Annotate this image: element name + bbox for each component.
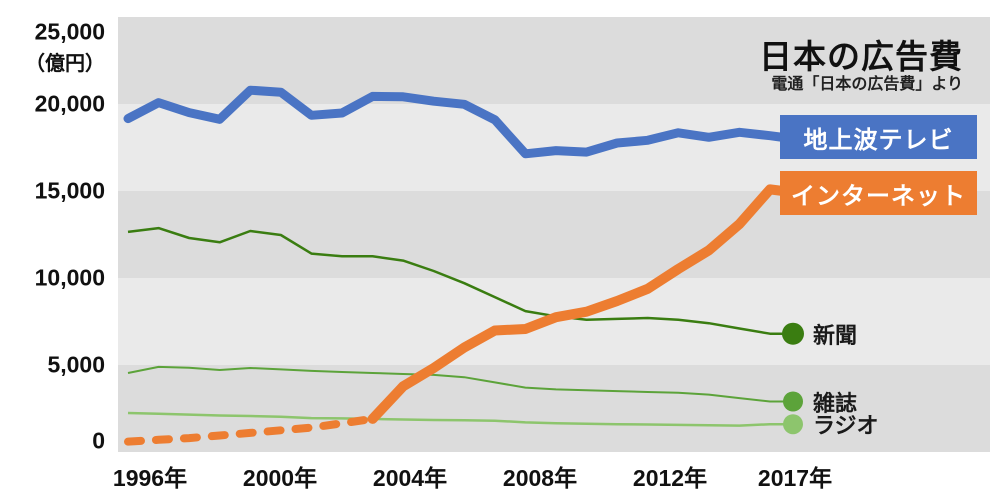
legend-newspaper-label: 新聞	[813, 323, 858, 348]
legend-internet-label: インターネット	[791, 182, 966, 210]
legend-tv-label: 地上波テレビ	[803, 126, 954, 154]
grid-band	[118, 365, 990, 452]
newspaper-line	[127, 226, 793, 335]
y-tick-label: 5,000	[47, 351, 105, 378]
legend-radio-label: ラジオ	[813, 413, 879, 438]
x-tick-label: 2004年	[372, 465, 448, 491]
internet-line-dashed	[124, 414, 377, 446]
magazine-line	[127, 365, 793, 403]
radio-line	[127, 411, 793, 427]
chart-title: 日本の広告費	[759, 38, 963, 75]
legend-tv-box: 地上波テレビ	[780, 115, 977, 159]
x-tick-label: 2012年	[632, 465, 708, 491]
x-tick-label: 2017年	[757, 465, 833, 491]
y-tick-label: 10,000	[34, 264, 105, 291]
tv-line	[123, 85, 785, 159]
y-tick-label: 25,000	[34, 18, 105, 45]
x-tick-label: 2008年	[502, 465, 578, 491]
legend-internet-box: インターネット	[780, 171, 977, 215]
newspaper-end-dot	[782, 322, 804, 345]
y-tick-label: 20,000	[34, 90, 105, 117]
internet-line	[367, 184, 788, 424]
y-tick-label: 0	[92, 427, 105, 454]
x-tick-label: 2000年	[242, 465, 318, 491]
chart-source: 電通「日本の広告費」より	[771, 76, 963, 93]
y-tick-label: 15,000	[34, 177, 105, 204]
legend-magazine-label: 雑誌	[813, 391, 858, 416]
magazine-end-dot	[783, 391, 803, 412]
x-tick-label: 1996年	[112, 465, 188, 491]
radio-end-dot	[783, 414, 803, 435]
y-axis-unit: （億円）	[25, 53, 105, 75]
